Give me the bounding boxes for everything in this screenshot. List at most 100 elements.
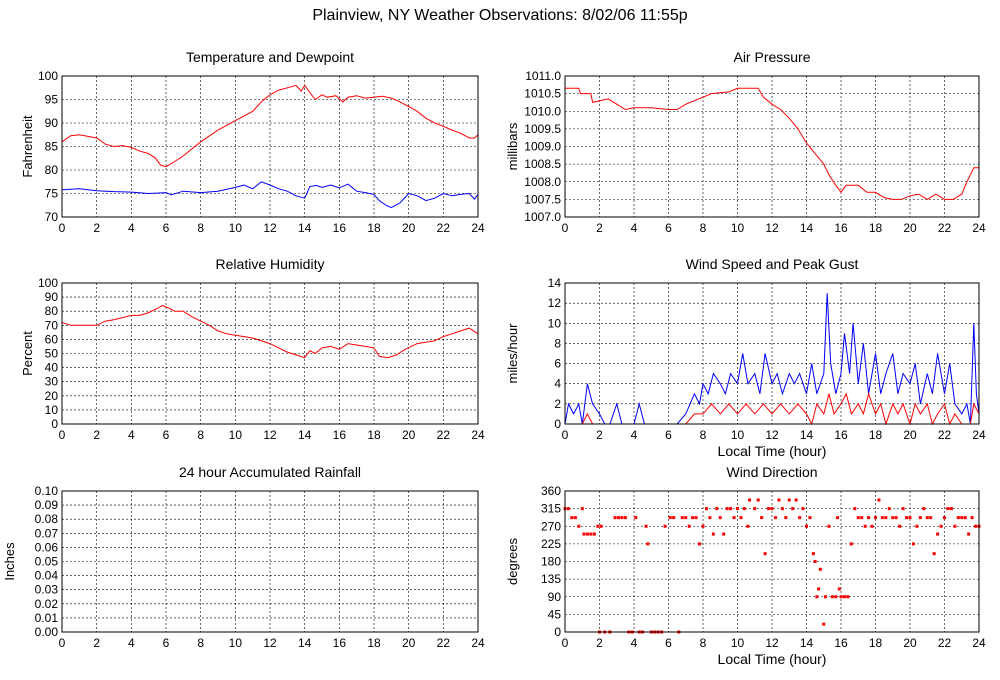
chart-title: Relative Humidity	[216, 256, 325, 272]
wind_dir-point	[715, 507, 719, 511]
wind_dir-point	[582, 532, 586, 536]
y-tick-label: 0.00	[35, 625, 59, 639]
x-tick-label: 16	[834, 221, 848, 235]
y-tick-label: 0.09	[35, 498, 59, 512]
wind_dir-point	[620, 516, 624, 520]
wind_dir-point	[946, 507, 950, 511]
x-tick-label: 0	[59, 636, 66, 650]
y-tick-label: 10	[45, 403, 59, 417]
wind_dir-point	[599, 524, 603, 528]
plot-frame	[61, 282, 479, 425]
wind_dir-point	[763, 552, 767, 556]
wind_dir-point	[634, 516, 638, 520]
wind_dir-point	[732, 516, 736, 520]
pressure-series-0	[565, 87, 979, 200]
wind_dir-point	[570, 516, 574, 520]
x-tick-label: 8	[197, 221, 204, 235]
x-tick-label: 22	[938, 428, 952, 442]
y-axis-label: Fahrenheit	[20, 115, 35, 178]
wind_dir-point	[770, 507, 774, 511]
x-tick-label: 10	[229, 221, 243, 235]
x-tick-label: 24	[471, 221, 485, 235]
wind_dir-point	[827, 524, 831, 528]
x-tick-label: 14	[800, 221, 814, 235]
plot-frame	[61, 490, 479, 633]
wind_dir-point	[805, 524, 808, 528]
wind_dir-point	[836, 516, 840, 520]
y-tick-label: 60	[45, 332, 59, 346]
wind_dir-point	[718, 516, 722, 520]
x-tick-label: 6	[163, 221, 170, 235]
wind_dir-point	[687, 524, 691, 528]
wind_dir-point	[817, 587, 821, 591]
x-tick-label: 16	[834, 428, 848, 442]
x-tick-label: 24	[972, 428, 986, 442]
wind_dir-point	[580, 507, 584, 511]
x-tick-label: 14	[298, 428, 312, 442]
x-tick-label: 8	[197, 636, 204, 650]
wind_dir-point	[680, 516, 684, 520]
x-tick-label: 2	[596, 221, 603, 235]
wind_dir-point	[842, 595, 846, 599]
x-tick-label: 24	[972, 636, 986, 650]
x-tick-label: 18	[367, 428, 381, 442]
wind_dir-point	[711, 532, 715, 536]
temp-series-0	[61, 84, 479, 168]
rainfall-chart: 0 2 4 6 8 10 12 14 16 18 20 22 240.000.010.020.030.0…	[2, 464, 485, 650]
x-tick-label: 2	[596, 636, 603, 650]
wind_dir-point	[592, 532, 596, 536]
wind_dir-point	[708, 516, 712, 520]
wind_dir-point	[566, 507, 570, 511]
wind_dir-point	[753, 507, 757, 511]
x-tick-label: 0	[562, 636, 569, 650]
wind_dir-point	[949, 507, 953, 511]
y-tick-label: 1009.0	[524, 140, 561, 154]
wind_dir-point	[974, 524, 978, 528]
wind_dir-point	[932, 552, 936, 556]
wind_dir-point	[815, 595, 819, 599]
wind_dir-point	[813, 560, 817, 563]
wind_dir-point	[939, 524, 943, 528]
wind_dir-point	[573, 516, 577, 520]
y-axis-label: Inches	[2, 542, 17, 581]
y-axis-label: miles/hour	[505, 323, 520, 384]
x-tick-label: 22	[437, 428, 451, 442]
x-tick-label: 14	[800, 428, 814, 442]
wind_dir-point	[818, 567, 822, 571]
x-tick-label: 2	[93, 428, 100, 442]
wind_dir-point	[911, 542, 915, 546]
wind_dir-point	[808, 516, 812, 520]
wind_dir-point	[746, 524, 750, 528]
x-tick-label: 2	[93, 636, 100, 650]
wind_dir-point	[822, 622, 826, 626]
chart-title: Temperature and Dewpoint	[186, 49, 354, 65]
wind_dir-point	[801, 507, 805, 511]
wind_dir-point	[956, 516, 960, 520]
wind_dir-point	[684, 516, 688, 520]
wind_dir-point	[863, 524, 867, 528]
y-tick-label: 14	[548, 276, 562, 290]
y-tick-label: 0.01	[35, 611, 59, 625]
plot-frame	[61, 75, 479, 218]
wind_dir-point	[967, 532, 971, 536]
wind_dir-point	[823, 595, 827, 599]
y-tick-label: 0.02	[35, 597, 59, 611]
wind_dir-point	[613, 516, 617, 520]
y-tick-label: 30	[45, 375, 59, 389]
wind_speed-series-1	[565, 392, 980, 426]
plot-frame	[564, 282, 980, 425]
y-tick-label: 10	[548, 316, 562, 330]
wind_dir-point	[837, 587, 841, 591]
x-tick-label: 20	[903, 428, 917, 442]
humidity-chart: 0 2 4 6 8 10 12 14 16 18 20 22 240102030405060708090…	[20, 256, 485, 442]
wind_dir-point	[918, 516, 922, 520]
y-tick-label: 6	[554, 357, 561, 371]
x-tick-label: 12	[765, 221, 779, 235]
wind_dir-point	[698, 542, 702, 546]
wind_dir-point	[905, 516, 909, 520]
x-tick-label: 0	[562, 428, 569, 442]
wind_dir-point	[784, 516, 788, 520]
y-tick-label: 1007.0	[524, 210, 561, 224]
x-tick-label: 8	[197, 428, 204, 442]
wind_dir-point	[791, 507, 795, 511]
